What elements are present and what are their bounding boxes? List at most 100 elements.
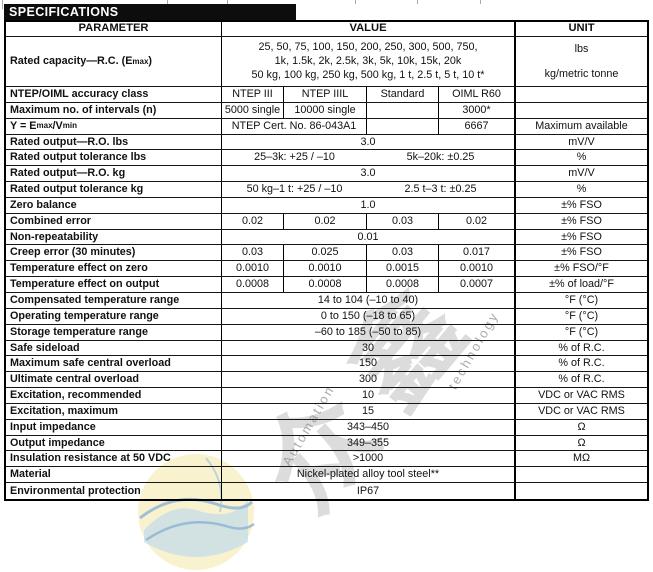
parameter-cell: Storage temperature range <box>6 324 222 340</box>
parameter-cell: Environmental protection <box>6 483 222 499</box>
value-cell: 25, 50, 75, 100, 150, 200, 250, 300, 500… <box>222 37 514 86</box>
parameter-cell: Combined error <box>6 213 222 229</box>
parameter-cell: Maximum safe central overload <box>6 356 222 372</box>
row-output-tolerance-lbs: Rated output tolerance lbs 25–3k: +25 / –… <box>6 150 647 167</box>
value-cell: 0.0015 <box>367 261 439 277</box>
scan-artifact-line <box>227 0 228 4</box>
value-cell: 10000 single <box>284 102 367 118</box>
row-output-tolerance-kg: Rated output tolerance kg 50 kg–1 t: +25 … <box>6 182 647 198</box>
unit-cell: ±% FSO <box>514 197 647 213</box>
row-temp-effect-zero: Temperature effect on zero 0.0010 0.0010 0.… <box>6 261 647 278</box>
parameter-cell: Temperature effect on zero <box>6 261 222 277</box>
unit-cell: mV/V <box>514 134 647 150</box>
parameter-cell: Rated output—R.O. kg <box>6 166 222 182</box>
value-cell: 343–450 <box>346 420 390 433</box>
value-cell: 0.03 <box>222 245 284 261</box>
unit-cell: Maximum available <box>514 118 647 134</box>
scan-artifact-line <box>480 0 481 4</box>
value-cell: 0.025 <box>284 245 367 261</box>
row-excitation-recommended: Excitation, recommended 10 VDC or VAC RMS <box>6 388 647 404</box>
column-header-value: VALUE <box>349 22 387 35</box>
value-cell: 0.0008 <box>367 277 439 292</box>
parameter-cell: Rated output tolerance lbs <box>6 150 222 166</box>
unit-cell: °F (°C) <box>514 324 647 340</box>
value-cell: 0.03 <box>367 245 439 261</box>
value-cell: 30 <box>361 341 374 354</box>
unit-cell: ±% FSO <box>514 229 647 245</box>
parameter-cell: Insulation resistance at 50 VDC <box>6 451 222 467</box>
row-safe-sideload: Safe sideload 30 % of R.C. <box>6 340 647 357</box>
parameter-cell: Compensated temperature range <box>6 292 222 308</box>
row-creep-error: Creep error (30 minutes) 0.03 0.025 0.03 0.0… <box>6 245 647 262</box>
value-cell: –60 to 185 (–50 to 85) <box>314 325 422 338</box>
unit-cell: MΩ <box>514 451 647 467</box>
value-cell: Nickel-plated alloy tool steel** <box>296 468 440 481</box>
value-cell: 10 <box>361 389 374 402</box>
value-cell: 0.017 <box>462 246 491 259</box>
parameter-cell: Output impedance <box>6 435 222 451</box>
row-zero-balance: Zero balance 1.0 ±% FSO <box>6 197 647 214</box>
value-cell: 15 <box>361 404 374 417</box>
unit-cell <box>514 87 647 102</box>
value-cell: 150 <box>358 357 377 370</box>
row-non-repeatability: Non-repeatability 0.01 ±% FSO <box>6 229 647 246</box>
unit-cell <box>514 467 647 483</box>
value-cell: 5000 single <box>222 102 284 118</box>
row-max-intervals: Maximum no. of intervals (n) 5000 single 1… <box>6 102 647 119</box>
value-cell: OIML R60 <box>452 88 501 101</box>
row-environmental-protection: Environmental protection IP67 <box>6 483 647 499</box>
parameter-cell: Excitation, recommended <box>6 388 222 403</box>
unit-cell: % of R.C. <box>514 356 647 372</box>
capacity-value-line: 50 kg, 100 kg, 250 kg, 500 kg, 1 t, 2.5 … <box>251 68 485 81</box>
row-combined-error: Combined error 0.02 0.02 0.03 0.02 ±% FSO <box>6 213 647 230</box>
unit-cell: ±% FSO/°F <box>514 261 647 277</box>
table-header-row: PARAMETER VALUE UNIT <box>6 22 647 37</box>
unit-cell: VDC or VAC RMS <box>514 388 647 403</box>
page-title: SPECIFICATIONS <box>4 4 296 20</box>
row-max-safe-central-overload: Maximum safe central overload 150 % of R.C… <box>6 356 647 373</box>
parameter-cell: Operating temperature range <box>6 308 222 324</box>
value-cell: 3.0 <box>360 135 376 148</box>
capacity-value-line: 1k, 1.5k, 2k, 2.5k, 3k, 5k, 10k, 15k, 20… <box>274 55 462 68</box>
value-cell: 349–355 <box>346 436 390 449</box>
row-rated-output-kg: Rated output—R.O. kg 3.0 mV/V <box>6 166 647 183</box>
unit-cell: ±% FSO <box>514 245 647 261</box>
value-cell: 5k–20k: ±0.25 <box>406 151 475 164</box>
parameter-cell: Input impedance <box>6 419 222 435</box>
value-cell: 2.5 t–3 t: ±0.25 <box>404 183 477 196</box>
parameter-cell: NTEP/OIML accuracy class <box>6 87 222 102</box>
value-cell: 0.02 <box>284 213 367 229</box>
unit-cell: VDC or VAC RMS <box>514 403 647 419</box>
value-cell <box>367 102 439 118</box>
unit-cell: % <box>514 182 647 197</box>
column-header-parameter: PARAMETER <box>6 22 222 36</box>
capacity-unit-line: lbs <box>574 43 589 55</box>
parameter-cell: Rated capacity—R.C. (E max) <box>6 37 222 86</box>
unit-cell: lbs kg/metric tonne <box>514 37 647 86</box>
parameter-cell: Non-repeatability <box>6 229 222 245</box>
value-cell: 50 kg–1 t: +25 / –10 <box>246 183 343 196</box>
unit-cell <box>514 102 647 118</box>
parameter-cell: Ultimate central overload <box>6 372 222 388</box>
parameter-cell: Zero balance <box>6 197 222 213</box>
value-cell: NTEP Cert. No. 86-043A1 <box>222 118 367 134</box>
value-cell: 0.02 <box>222 213 284 229</box>
row-insulation-resistance: Insulation resistance at 50 VDC >1000 MΩ <box>6 451 647 468</box>
row-temp-effect-output: Temperature effect on output 0.0008 0.0008… <box>6 277 647 293</box>
value-cell: 300 <box>358 373 377 386</box>
unit-cell: °F (°C) <box>514 292 647 308</box>
value-cell: 0.0007 <box>459 278 494 291</box>
row-input-impedance: Input impedance 343–450 Ω <box>6 419 647 436</box>
parameter-cell: Safe sideload <box>6 340 222 356</box>
value-cell: 0.0010 <box>222 261 284 277</box>
capacity-value-line: 25, 50, 75, 100, 150, 200, 250, 300, 500… <box>258 41 478 54</box>
parameter-cell: Rated output—R.O. lbs <box>6 134 222 150</box>
scan-artifact-line <box>167 0 168 4</box>
unit-cell <box>514 483 647 499</box>
row-rated-output-lbs: Rated output—R.O. lbs 3.0 mV/V <box>6 134 647 151</box>
unit-cell: Ω <box>514 435 647 451</box>
scan-artifact-line <box>355 0 356 4</box>
value-cell: 6667 <box>464 119 489 132</box>
